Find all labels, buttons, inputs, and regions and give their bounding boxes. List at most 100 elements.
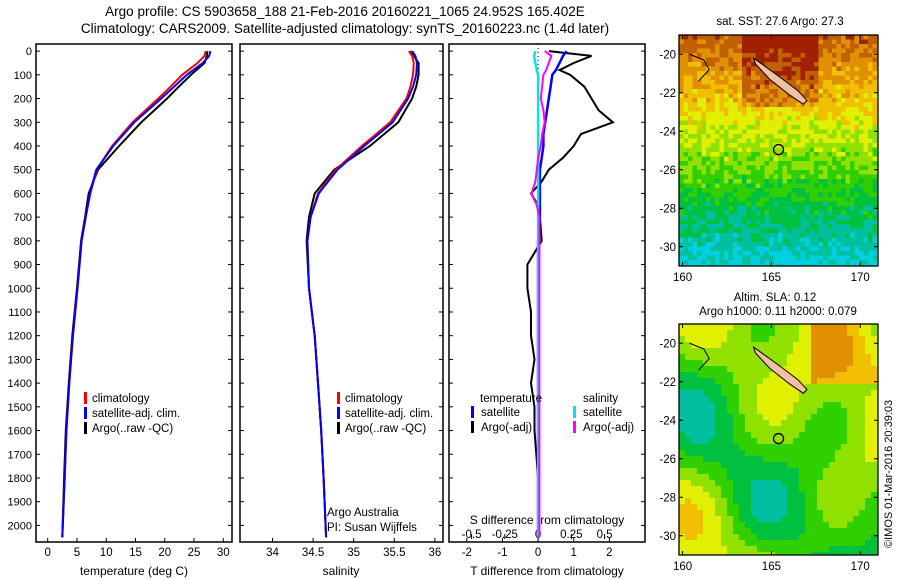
lat-tick-label: -24 <box>659 415 676 427</box>
x-tick-label-T: 2 <box>606 547 612 559</box>
legend-title-temperature: temperature <box>480 393 542 405</box>
lat-tick-label: -22 <box>659 377 676 389</box>
lat-tick-label: -26 <box>659 454 676 466</box>
x-tick-label: 10 <box>100 547 113 559</box>
y-tick-label: 700 <box>14 212 32 224</box>
legend-label: climatology <box>345 393 403 405</box>
legend-label: satellite <box>583 407 622 419</box>
x-axis-label-S: S difference from climatology <box>470 513 625 527</box>
title-line-2: Climatology: CARS2009. Satellite-adjuste… <box>81 21 609 36</box>
series-line-temperature-satellite <box>538 51 567 537</box>
y-tick-label: 300 <box>14 117 32 129</box>
lat-tick-label: -28 <box>659 203 676 215</box>
y-tick-label: 1900 <box>8 497 32 509</box>
x-tick-label: 36 <box>428 547 441 559</box>
argo-profile-figure: 0 100 200 300 400 500 600 700 800 900 1000 1100 1200… <box>0 0 900 580</box>
figure-canvas: 0100200300400500600700800900100011001200… <box>0 0 900 580</box>
y-tick-label: 900 <box>14 260 32 272</box>
x-tick-label-S: -0.25 <box>492 529 518 541</box>
legend-label: Argo(-adj) <box>481 422 532 434</box>
y-tick-label: 500 <box>14 165 32 177</box>
lat-tick-label: -24 <box>659 126 676 138</box>
x-tick-label-S: 0.5 <box>597 529 613 541</box>
series-line-satellite-adj-clim- <box>62 51 210 537</box>
y-tick-label: 1600 <box>8 426 32 438</box>
legend-swatch <box>84 407 87 419</box>
y-tick-label: 1700 <box>8 449 32 461</box>
legend-swatch <box>471 421 474 433</box>
lat-tick-label: -26 <box>659 165 676 177</box>
y-tick-label: 1100 <box>8 307 32 319</box>
x-tick-label: 35.5 <box>383 547 405 559</box>
x-tick-label-T: -2 <box>462 547 472 559</box>
x-tick-label-T: -1 <box>497 547 507 559</box>
credit-text: ©IMOS 01-Mar-2016 20:39:03 <box>883 400 895 548</box>
series-line-satellite-adj-clim- <box>307 51 417 537</box>
series-line-argo-raw-qc- <box>62 51 207 537</box>
legend-swatch <box>84 392 87 404</box>
lat-tick-label: -30 <box>659 242 676 254</box>
x-axis-label: temperature (deg C) <box>80 564 188 578</box>
legend-label: Argo(-adj) <box>583 422 634 434</box>
y-tick-label: 100 <box>14 70 32 82</box>
x-tick-label: 34.5 <box>302 547 324 559</box>
y-tick-label: 1500 <box>8 402 32 414</box>
lat-tick-label: -20 <box>659 49 676 61</box>
legend-swatch <box>337 392 340 404</box>
x-tick-label: 0 <box>44 547 50 559</box>
x-tick-label-S: -0.5 <box>462 529 482 541</box>
lon-tick-label: 170 <box>851 561 870 573</box>
x-tick-label: 25 <box>188 547 201 559</box>
sst-map-title: sat. SST: 27.6 Argo: 27.3 <box>716 16 843 28</box>
lon-tick-label: 160 <box>673 272 692 284</box>
legend-swatch <box>337 422 340 434</box>
y-tick-label: 1300 <box>8 354 32 366</box>
lat-tick-label: -28 <box>659 492 676 504</box>
plot-frame-salinity <box>240 44 443 542</box>
legend-label: satellite <box>481 407 520 419</box>
x-tick-label-T: 0 <box>535 547 541 559</box>
legend-swatch <box>337 407 340 419</box>
lon-tick-label: 160 <box>673 561 692 573</box>
legend-swatch <box>573 406 576 418</box>
y-tick-label: 0 <box>26 46 32 58</box>
y-tick-label: 1400 <box>8 378 32 390</box>
annotation-institution: Argo Australia <box>327 507 399 519</box>
lon-tick-label: 165 <box>762 272 781 284</box>
sla-map-title-1: Altim. SLA: 0.12 <box>734 292 816 304</box>
legend-label: Argo(..raw -QC) <box>345 423 426 435</box>
legend-title-salinity: salinity <box>583 393 618 405</box>
y-tick-label: 1000 <box>8 283 32 295</box>
y-tick-label: 200 <box>14 94 32 106</box>
lon-tick-label: 165 <box>762 561 781 573</box>
legend-swatch <box>471 406 474 418</box>
legend-label: Argo(..raw -QC) <box>92 423 173 435</box>
lon-tick-label: 170 <box>851 272 870 284</box>
y-tick-label: 800 <box>14 236 32 248</box>
lat-tick-label: -22 <box>659 88 676 100</box>
annotation-pi: PI: Susan Wijffels <box>327 522 417 534</box>
title-line-1: Argo profile: CS 5903658_188 21-Feb-2016… <box>105 4 585 19</box>
x-tick-label: 30 <box>217 547 230 559</box>
series-line-salinity-argo-adj- <box>531 51 551 537</box>
x-tick-label-T: 1 <box>571 547 577 559</box>
legend-swatch <box>573 421 576 433</box>
x-tick-label: 20 <box>158 547 171 559</box>
x-axis-label-T: T difference from climatology <box>470 564 624 578</box>
x-tick-label: 15 <box>129 547 142 559</box>
y-tick-label: 400 <box>14 141 32 153</box>
lat-tick-label: -30 <box>659 531 676 543</box>
x-tick-label: 5 <box>74 547 80 559</box>
y-tick-label: 1800 <box>8 473 32 485</box>
sla-map-title-2: Argo h1000: 0.11 h2000: 0.079 <box>699 306 857 318</box>
lat-tick-label: -20 <box>659 338 676 350</box>
y-tick-label: 2000 <box>8 520 32 532</box>
x-axis-label: salinity <box>323 564 360 578</box>
x-tick-label-S: 0.25 <box>560 529 582 541</box>
x-tick-label: 35 <box>347 547 360 559</box>
legend-label: climatology <box>92 393 150 405</box>
legend-label: satellite-adj. clim. <box>92 408 180 420</box>
y-tick-label: 600 <box>14 188 32 200</box>
x-tick-label: 34 <box>266 547 279 559</box>
y-tick-label: 1200 <box>8 331 32 343</box>
